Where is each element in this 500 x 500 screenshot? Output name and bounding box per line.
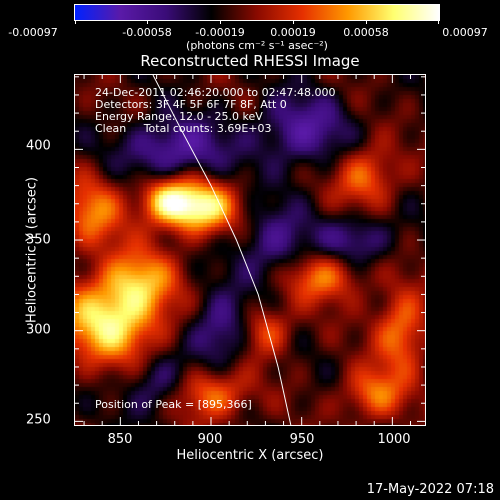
y-tick-label: 300	[26, 322, 51, 338]
colorbar-tick	[220, 21, 221, 24]
colorbar-units: (photons cm⁻² s⁻¹ asec⁻²)	[186, 39, 328, 52]
colorbar-tick-label: -0.00019	[195, 26, 245, 39]
y-tick-label: 400	[26, 138, 51, 154]
x-tick-label: 900	[197, 432, 223, 447]
colorbar-tick-label: -0.00097	[8, 26, 58, 39]
heatmap-image	[75, 75, 425, 425]
colorbar	[74, 4, 440, 21]
solar-limb-curve	[152, 75, 292, 425]
chart-title: Reconstructed RHESSI Image	[140, 52, 360, 70]
clean-counts-text: Clean Total counts: 3.69E+03	[95, 122, 272, 135]
colorbar-tick	[147, 21, 148, 24]
timestamp-footer: 17-May-2022 07:18	[366, 482, 494, 497]
colorbar-tick-label: -0.00058	[122, 26, 172, 39]
x-axis-label: Heliocentric X (arcsec)	[176, 448, 324, 463]
y-tick-label: 250	[26, 412, 51, 428]
peak-position-text: Position of Peak = [895,366]	[95, 398, 252, 411]
colorbar-tick	[293, 21, 294, 24]
colorbar-tick	[366, 21, 367, 24]
x-tick-label: 1000	[377, 432, 411, 447]
x-tick-label: 950	[289, 432, 315, 447]
colorbar-tick-label: 0.00019	[270, 26, 316, 39]
colorbar-tick-label: 0.00058	[343, 26, 389, 39]
colorbar-tick	[75, 21, 76, 24]
y-axis-label: Heliocentric Y (arcsec)	[24, 177, 40, 323]
energy-range-text: Energy Range: 12.0 - 25.0 keV	[95, 110, 263, 123]
detectors-text: Detectors: 3F 4F 5F 6F 7F 8F, Att 0	[95, 98, 287, 111]
x-tick-label: 850	[107, 432, 133, 447]
colorbar-tick	[438, 21, 439, 24]
y-tick-label: 350	[26, 232, 51, 248]
colorbar-gradient	[75, 5, 439, 20]
plot-overlay	[152, 75, 292, 425]
colorbar-tick-label: 0.00097	[442, 26, 488, 39]
plot-area	[74, 74, 426, 426]
time-range-text: 24-Dec-2011 02:46:20.000 to 02:47:48.000	[95, 86, 336, 99]
